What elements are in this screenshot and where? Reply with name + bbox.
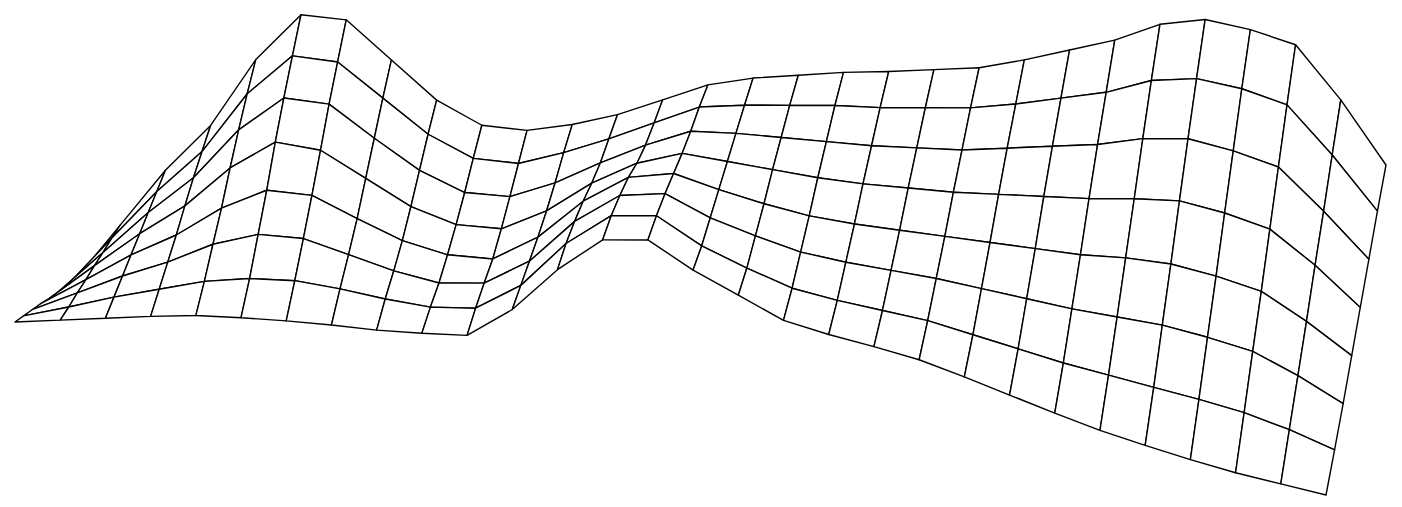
surface-cell [693,246,747,295]
surface-cell [1010,349,1064,413]
surface-cell [784,288,838,334]
surface-cell [1162,264,1216,337]
surface-cell [1236,413,1290,484]
surface [15,15,1386,495]
surface-cell [258,190,312,238]
surface-cell [964,335,1018,395]
surface-cell [790,72,844,105]
surface-cell [267,142,321,195]
surface-cell [430,283,484,308]
surface-cell [439,255,493,283]
surface-cell [448,225,502,259]
surface-cell [1089,139,1143,199]
surface-cell [826,105,880,145]
surface-cell [1179,139,1233,213]
surface-cell [1154,325,1208,399]
surface-cell [781,105,835,141]
surface-cell [917,108,971,150]
surface-cell [1190,399,1244,472]
surface-cell [331,289,385,330]
surface-cell [854,184,908,230]
surface-cell [611,194,665,216]
surface-cell [745,75,799,105]
surface-cell [1171,201,1225,276]
surface-cell [1117,258,1171,325]
surface-cell [1197,19,1251,88]
surface-cell [275,98,329,150]
surface-cell [603,216,657,240]
surface-cell [900,188,954,236]
surface-cell [467,285,521,335]
surface-cell [691,105,745,133]
surface-cell [738,268,792,320]
surface-cell [1188,79,1242,151]
surface-cell [295,239,349,289]
surface-cell [872,108,926,148]
surface-cell [953,148,1007,194]
surface-cell [292,15,346,62]
surface-cell [990,194,1044,248]
surface-cell [1072,255,1126,317]
surface-cell [1281,430,1335,495]
chart [0,0,1402,507]
surface-cell [286,281,340,325]
surface-cell [648,216,702,270]
surface-cell [999,146,1053,196]
surface-cell [818,142,872,184]
surface-cell [1100,375,1154,445]
surface-cell [196,279,250,318]
surface-cell [736,105,790,137]
surface-cell [456,193,510,229]
surface-cell [1126,199,1180,264]
surface-cell [1035,196,1089,254]
surface-cell [557,216,611,270]
surface-cell [1044,144,1098,198]
surface-cell [1080,199,1134,258]
surface-cell [908,148,962,192]
surface-cell [945,192,999,242]
surface-cell [874,310,928,359]
surface-cell [422,307,476,335]
surface-cell [1055,363,1109,430]
surface-cell [1145,387,1199,459]
surface-cell [880,70,934,108]
surface-cell [377,299,431,333]
surface-cell [284,56,338,104]
surface-cell [925,68,979,108]
surface-cell [919,321,973,377]
surface-cell [829,300,883,346]
surface-cell [473,125,527,163]
surface-cell [465,158,519,196]
surface-cell [1143,79,1197,139]
surface-cell [250,234,304,280]
surface-cell [863,146,917,188]
surface-cell [835,71,889,107]
surface-cell [1134,139,1188,201]
surface-cell [512,244,566,310]
surface-cell [241,279,295,321]
